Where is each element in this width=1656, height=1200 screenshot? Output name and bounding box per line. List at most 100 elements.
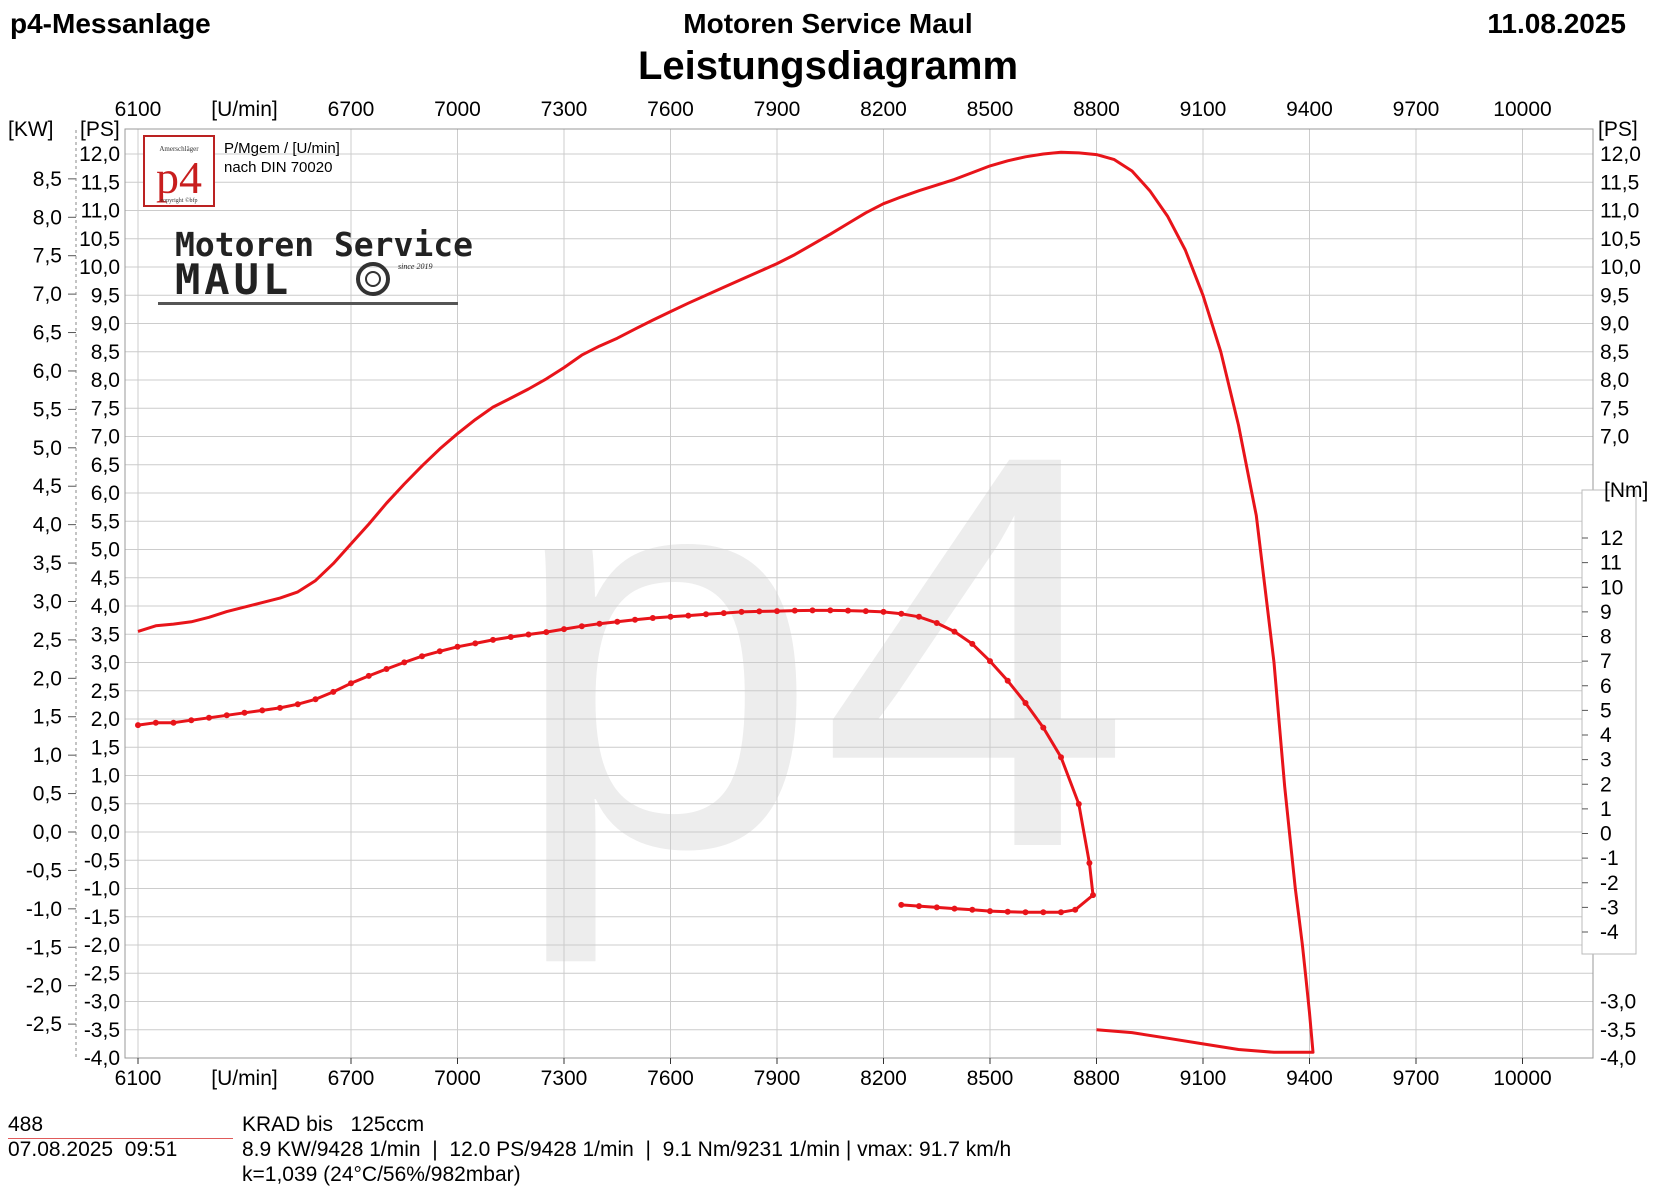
- right-ps-unit-label: [PS]: [1598, 118, 1638, 141]
- ps-tick-label: -2,5: [84, 962, 120, 985]
- legend-line2: nach DIN 70020: [224, 159, 332, 176]
- torque-point: [774, 608, 780, 615]
- chart-title: Leistungsdiagramm: [637, 44, 1019, 88]
- x-tick-top-label: 7600: [647, 98, 694, 121]
- torque-point: [1075, 801, 1082, 807]
- torque-point: [987, 908, 993, 915]
- kw-tick-label: 0,0: [33, 821, 62, 844]
- nm-tick-label: 6: [1600, 675, 1612, 698]
- torque-point: [507, 634, 514, 640]
- watermark-text: p4: [509, 338, 1132, 968]
- badge-text: p4: [156, 152, 202, 203]
- ps-tick-label: 2,5: [91, 680, 120, 703]
- ps-tick-label: 3,0: [91, 652, 120, 675]
- ps-tick-label: 12,0: [79, 143, 120, 166]
- x-tick-bottom-label: 7300: [541, 1067, 588, 1090]
- nm-tick-label: -2: [1600, 872, 1619, 895]
- torque-point: [916, 903, 922, 910]
- torque-point: [1086, 860, 1093, 866]
- kw-tick-label: -1,5: [26, 936, 62, 959]
- torque-point: [969, 640, 976, 647]
- torque-point: [383, 666, 390, 672]
- nm-tick-label: 10: [1600, 576, 1623, 599]
- x-tick-top-label: 8500: [967, 98, 1014, 121]
- torque-point: [951, 905, 958, 912]
- x-tick-bottom-label: 8500: [967, 1067, 1014, 1090]
- x-tick-top-label: 7300: [541, 98, 588, 121]
- torque-point: [738, 608, 745, 615]
- x-tick-bottom-label: 8200: [860, 1067, 907, 1090]
- nm-axis-box: [1581, 489, 1637, 955]
- kw-tick-label: -0,5: [26, 859, 62, 882]
- x-tick-bottom-label: 7600: [647, 1067, 694, 1090]
- x-tick-top-label: 9400: [1286, 98, 1333, 121]
- torque-point: [703, 611, 709, 618]
- ps-tick-label: 6,0: [91, 482, 120, 505]
- torque-point: [667, 613, 674, 620]
- ps-tick-label: -4,0: [84, 1047, 120, 1070]
- x-tick-top-label: 10000: [1493, 98, 1551, 121]
- nm-tick-label: 1: [1600, 798, 1612, 821]
- power-curve: [137, 150, 1315, 1054]
- torque-point: [454, 643, 461, 650]
- right-ps-tick-label: -3,0: [1600, 991, 1636, 1014]
- footer-divider: [8, 1138, 233, 1139]
- x-tick-top-label: 9700: [1393, 98, 1440, 121]
- x-tick-top-label: 7000: [434, 98, 481, 121]
- nm-tick-label: 0: [1600, 823, 1612, 846]
- torque-point: [898, 901, 905, 908]
- kw-tick-label: 5,0: [33, 437, 62, 460]
- torque-point: [1022, 909, 1029, 916]
- right-ps-tick-label: 8,0: [1600, 369, 1629, 392]
- right-ps-tick-label: -3,5: [1600, 1019, 1636, 1042]
- ps-tick-label: 0,0: [91, 821, 120, 844]
- torque-point: [436, 648, 443, 655]
- logo-line1: Motoren Service: [175, 225, 473, 264]
- kw-tick-label: 6,0: [33, 360, 62, 383]
- torque-point: [472, 640, 479, 647]
- torque-point: [1058, 754, 1064, 761]
- x-tick-top-label: 8800: [1073, 98, 1120, 121]
- torque-point: [525, 631, 532, 638]
- footer-vehicle-class: KRAD bis 125ccm: [242, 1113, 425, 1136]
- bearing-icon: [356, 262, 390, 296]
- kw-tick-label: 2,0: [33, 667, 62, 690]
- torque-point: [578, 623, 585, 630]
- ps-tick-label: -3,5: [84, 1019, 120, 1042]
- torque-point: [614, 618, 621, 625]
- torque-point: [1040, 724, 1047, 731]
- torque-point: [827, 607, 834, 614]
- logo-underline: [158, 302, 458, 305]
- nm-tick-label: 2: [1600, 773, 1612, 796]
- ps-tick-label: 1,0: [91, 765, 120, 788]
- right-ps-tick-label: 11,0: [1600, 200, 1639, 223]
- torque-point: [206, 714, 212, 721]
- torque-point: [365, 672, 372, 679]
- ps-tick-label: 8,5: [91, 341, 120, 364]
- kw-tick-label: 8,0: [33, 206, 62, 229]
- torque-point: [277, 704, 283, 711]
- kw-tick-label: 7,5: [33, 245, 62, 268]
- x-tick-top-label: 8200: [860, 98, 907, 121]
- ps-tick-label: 7,5: [91, 397, 120, 420]
- badge-bottom-text: copyright ©bfp: [160, 197, 197, 204]
- ps-tick-label: 3,5: [91, 623, 120, 646]
- header-center: Motoren Service Maul: [683, 8, 973, 39]
- torque-point: [1090, 892, 1096, 899]
- x-tick-bottom-label: 9400: [1286, 1067, 1333, 1090]
- right-ps-tick-label: 7,0: [1600, 426, 1629, 449]
- kw-unit-label: [KW]: [8, 118, 54, 141]
- torque-point: [756, 608, 763, 615]
- torque-point: [809, 607, 816, 614]
- ps-tick-label: 8,0: [91, 369, 120, 392]
- ps-tick-label: 11,0: [81, 200, 120, 223]
- torque-point: [294, 701, 301, 708]
- torque-point: [419, 653, 425, 660]
- kw-tick-label: 7,0: [33, 283, 62, 306]
- x-tick-bottom-label: 7000: [434, 1067, 481, 1090]
- ps-tick-label: 9,0: [91, 313, 120, 336]
- torque-point: [241, 709, 248, 716]
- ps-unit-label: [PS]: [80, 118, 120, 141]
- legend-badge: Amerschläger p4 copyright ©bfp: [143, 135, 215, 207]
- nm-tick-label: 8: [1600, 626, 1612, 649]
